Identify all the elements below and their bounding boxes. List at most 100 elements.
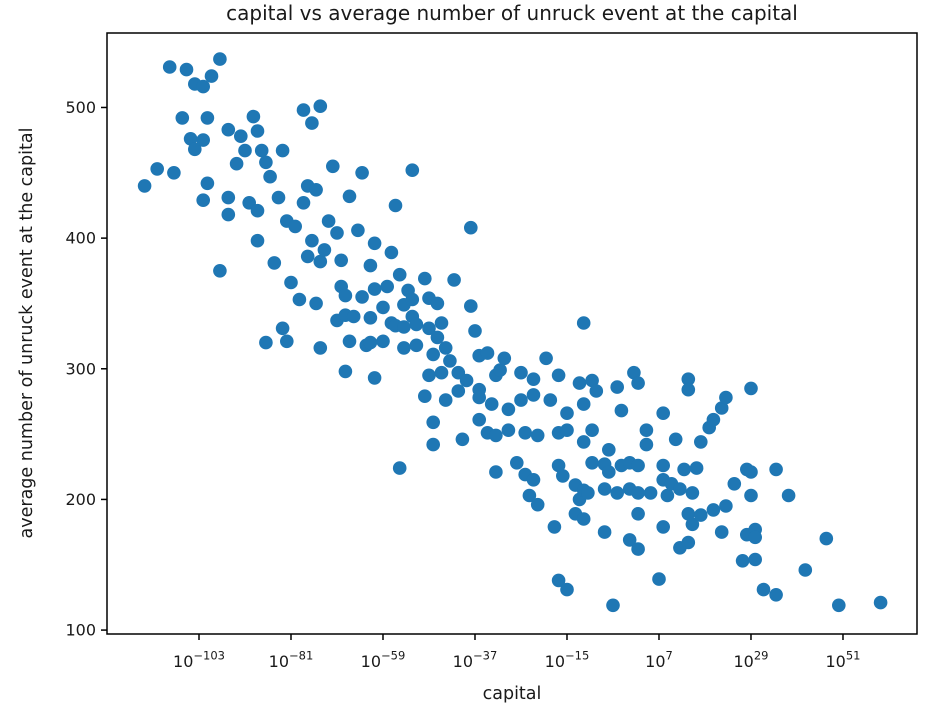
data-point xyxy=(422,321,436,336)
data-point xyxy=(250,124,265,138)
data-point xyxy=(631,542,645,556)
data-point xyxy=(706,412,721,427)
data-point xyxy=(376,334,390,349)
data-point xyxy=(459,373,474,388)
data-point xyxy=(681,535,696,550)
data-point xyxy=(392,461,407,475)
data-point xyxy=(581,486,595,500)
data-point xyxy=(351,223,365,238)
data-point xyxy=(518,426,532,440)
data-point xyxy=(238,143,252,158)
data-point xyxy=(744,381,758,396)
data-point xyxy=(714,525,729,539)
data-point xyxy=(342,334,357,349)
data-point xyxy=(313,254,328,269)
data-point xyxy=(526,388,541,402)
data-point xyxy=(510,456,524,470)
data-point xyxy=(405,163,420,177)
data-point xyxy=(643,486,658,500)
data-point xyxy=(798,563,813,577)
data-point xyxy=(639,437,654,452)
data-point xyxy=(434,316,449,330)
data-point xyxy=(685,486,700,500)
data-point xyxy=(769,462,783,477)
data-point xyxy=(497,351,512,366)
data-point xyxy=(585,423,599,438)
data-point xyxy=(610,380,624,394)
data-point xyxy=(639,423,654,438)
data-point xyxy=(472,412,487,427)
data-point xyxy=(321,214,336,228)
data-point xyxy=(489,428,503,443)
data-point xyxy=(338,364,353,379)
data-point xyxy=(363,311,378,325)
y-tick-label: 500 xyxy=(65,98,96,117)
data-point xyxy=(668,432,683,447)
data-point xyxy=(213,52,227,66)
data-point xyxy=(576,397,591,411)
data-point xyxy=(556,469,570,483)
data-point xyxy=(526,372,541,387)
data-point xyxy=(756,582,771,597)
y-tick-label: 300 xyxy=(65,359,96,378)
data-point xyxy=(714,401,729,415)
data-point xyxy=(254,143,269,158)
data-point xyxy=(317,243,332,257)
data-point xyxy=(330,226,344,240)
data-point xyxy=(288,219,303,234)
data-point xyxy=(576,512,591,526)
data-point xyxy=(221,190,236,205)
data-point xyxy=(300,249,315,264)
data-point xyxy=(560,423,574,438)
data-point xyxy=(602,465,616,479)
data-point xyxy=(631,486,645,500)
data-point xyxy=(246,109,261,124)
data-point xyxy=(681,507,696,521)
data-point xyxy=(221,207,236,222)
data-point xyxy=(263,169,277,184)
x-tick-label: 10−103 xyxy=(173,649,225,672)
data-point xyxy=(213,264,227,278)
data-point xyxy=(560,582,574,597)
data-point xyxy=(438,393,453,407)
data-point xyxy=(363,258,378,273)
data-point xyxy=(677,462,691,477)
data-point xyxy=(576,435,591,449)
data-point xyxy=(514,393,528,407)
data-point xyxy=(769,588,783,602)
data-point xyxy=(873,595,888,610)
data-point xyxy=(744,465,758,479)
data-point xyxy=(694,508,708,522)
data-point xyxy=(735,554,750,568)
y-tick-label: 100 xyxy=(65,621,96,640)
data-point xyxy=(706,503,721,517)
data-point xyxy=(183,132,198,146)
data-point xyxy=(292,292,307,307)
data-point xyxy=(355,290,369,304)
data-point xyxy=(326,159,340,174)
data-point xyxy=(832,598,846,613)
data-point xyxy=(426,437,441,452)
data-point xyxy=(681,382,696,397)
data-point xyxy=(551,573,566,588)
data-point xyxy=(719,499,733,513)
data-point xyxy=(585,456,599,470)
data-point xyxy=(405,292,420,307)
data-point xyxy=(472,390,487,405)
data-point xyxy=(781,488,796,503)
data-point xyxy=(422,368,436,383)
data-point xyxy=(727,477,742,491)
data-point xyxy=(522,488,537,503)
data-point xyxy=(464,220,478,235)
data-point xyxy=(673,482,687,496)
data-point xyxy=(418,389,432,404)
data-point xyxy=(137,179,152,193)
data-point xyxy=(397,341,411,355)
data-point xyxy=(585,373,599,388)
x-tick-label: 10−37 xyxy=(453,649,498,672)
data-point xyxy=(388,198,403,213)
data-point xyxy=(271,190,286,205)
data-point xyxy=(484,397,499,411)
y-tick-label: 400 xyxy=(65,229,96,248)
